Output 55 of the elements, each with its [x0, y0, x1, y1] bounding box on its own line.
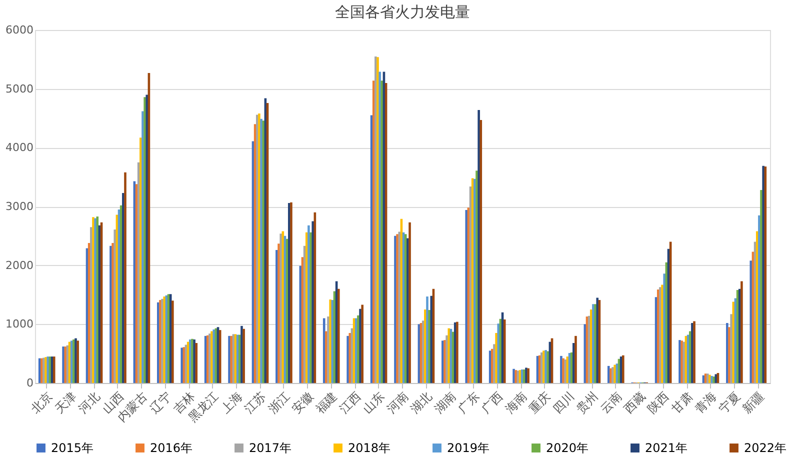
- bar: [361, 304, 364, 383]
- legend-label: 2015年: [51, 441, 94, 455]
- bar: [596, 298, 599, 383]
- legend-label: 2019年: [447, 441, 490, 455]
- y-tick-label: 3000: [6, 200, 34, 213]
- bar: [398, 232, 401, 383]
- bar: [172, 300, 174, 383]
- bar: [622, 355, 624, 383]
- bar: [180, 348, 183, 383]
- bar: [242, 328, 245, 383]
- bar: [322, 318, 326, 383]
- bar: [348, 332, 352, 383]
- bar: [312, 221, 314, 383]
- y-tick-label: 2000: [6, 258, 34, 272]
- bar: [76, 340, 79, 383]
- bar: [465, 210, 468, 383]
- legend-label: 2021年: [645, 441, 688, 455]
- bar: [195, 342, 198, 383]
- y-tick-label: 6000: [6, 24, 34, 36]
- bar: [663, 274, 666, 383]
- bar: [280, 234, 282, 383]
- bar: [378, 72, 381, 383]
- y-tick-label: 0: [26, 376, 34, 390]
- legend-label: 2022年: [744, 441, 787, 455]
- bar: [114, 229, 116, 383]
- bar: [750, 260, 752, 383]
- bar: [426, 296, 428, 383]
- bar: [546, 351, 550, 383]
- bar: [740, 281, 743, 383]
- bar: [146, 94, 148, 383]
- bar: [564, 359, 567, 383]
- bar: [456, 322, 458, 383]
- x-tick-label: 辽宁: [147, 389, 174, 416]
- bar: [574, 336, 577, 383]
- bar: [124, 172, 126, 383]
- y-tick-label: 5000: [6, 82, 34, 96]
- y-tick-label: 4000: [6, 141, 34, 154]
- bar: [480, 120, 482, 383]
- bar: [262, 120, 265, 383]
- bar: [337, 288, 340, 383]
- bar: [408, 222, 411, 383]
- legend-label: 2017年: [249, 441, 292, 455]
- bar: [614, 364, 616, 383]
- chart-title: 全国各省火力发电量: [335, 3, 470, 21]
- bar: [732, 302, 735, 383]
- bar: [329, 299, 332, 383]
- bar: [497, 324, 500, 383]
- legend-label: 2020年: [546, 441, 589, 455]
- bar: [762, 166, 764, 383]
- bar: [607, 366, 610, 383]
- bar: [96, 216, 99, 383]
- bar: [430, 296, 433, 383]
- legend-label: 2016年: [150, 441, 193, 455]
- y-tick-label: 1000: [6, 318, 34, 331]
- legend-label: 2018年: [348, 441, 391, 455]
